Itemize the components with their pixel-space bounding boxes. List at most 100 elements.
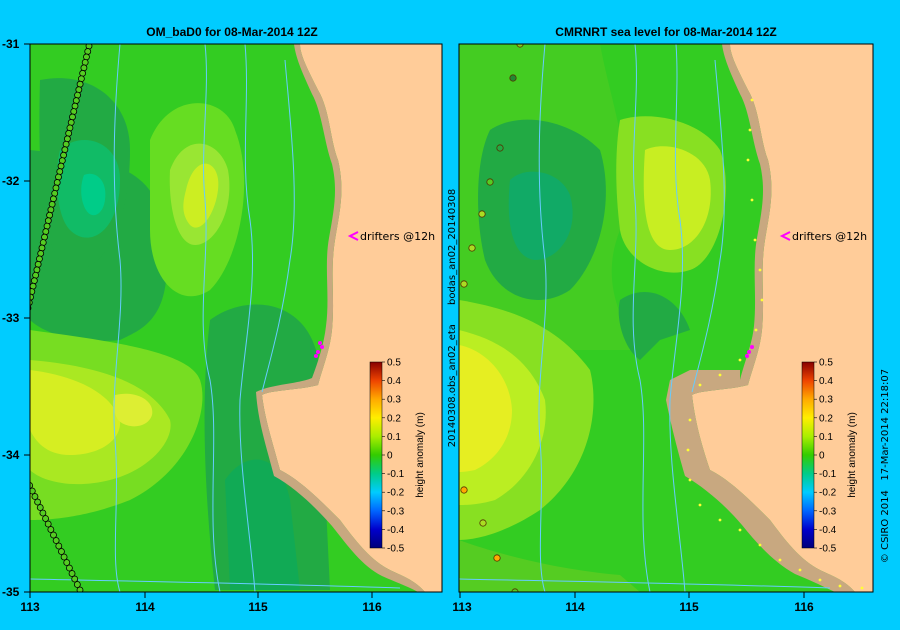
x-tick-label: 115	[679, 600, 699, 614]
track-point	[36, 255, 43, 263]
observation-point	[478, 210, 486, 218]
coastal-observation-point	[838, 584, 842, 588]
right-drifter-arrow	[779, 231, 791, 241]
coastal-observation-point	[750, 198, 754, 202]
observation-point	[509, 74, 517, 82]
observation-point	[460, 486, 468, 494]
colorbar-tick-label: 0.4	[819, 376, 833, 387]
right-drifter-marker	[750, 345, 754, 349]
track-point	[60, 151, 67, 159]
left-bathymetry-contour	[261, 59, 295, 393]
y-tick-label: -31	[2, 37, 20, 51]
right-map	[459, 44, 873, 592]
left-y-axis: -31 -32 -33 -34 -35	[2, 37, 30, 599]
colorbar-tick-label: -0.2	[819, 488, 837, 499]
y-tick-label: -34	[2, 448, 20, 462]
track-point	[81, 58, 89, 66]
coastal-observation-point	[758, 543, 762, 547]
right-land	[692, 44, 873, 592]
left-map	[30, 44, 442, 592]
left-drifter-marker	[314, 354, 318, 358]
colorbar-tick-label: -0.5	[819, 544, 837, 555]
track-point	[36, 504, 44, 511]
copyright-footer: © CSIRO 2014 17-Mar-2014 22:18:07	[880, 369, 891, 563]
left-drifter-arrow	[347, 231, 359, 241]
colorbar-tick-label: -0.1	[819, 469, 837, 480]
track-point	[30, 277, 38, 285]
track-point	[57, 162, 65, 170]
coastal-observation-point	[686, 448, 690, 452]
colorbar-tick-label: 0.4	[387, 376, 401, 387]
colorbar-tick-label: 0.5	[819, 358, 833, 369]
track-point	[47, 206, 55, 214]
colorbar-tick-label: 0	[387, 451, 393, 462]
left-colorbar-scale	[369, 361, 383, 549]
track-point	[30, 478, 31, 482]
coastal-observation-point	[750, 98, 754, 102]
left-anomaly-negative	[225, 459, 300, 590]
track-point	[43, 222, 51, 230]
track-point	[66, 564, 73, 572]
track-point	[48, 200, 56, 208]
track-point	[33, 266, 41, 274]
left-drifter-marker	[316, 350, 320, 354]
colorbar-tick-label: 0.3	[387, 395, 401, 406]
track-point	[30, 293, 34, 301]
track-point	[80, 64, 88, 72]
track-point	[50, 195, 57, 203]
coastal-observation-point	[860, 586, 864, 590]
coastal-observation-point	[718, 518, 722, 522]
track-point	[55, 542, 63, 550]
right-bathymetry-contour	[632, 44, 651, 592]
track-point	[58, 157, 66, 165]
coastal-observation-point	[753, 238, 757, 242]
left-altimeter-track	[30, 44, 93, 592]
coastal-observation-point	[698, 503, 702, 507]
track-point	[58, 548, 65, 555]
track-point	[41, 233, 48, 241]
track-point	[76, 586, 84, 592]
left-land	[262, 44, 442, 592]
left-drifter-label: drifters @12h	[360, 230, 435, 243]
track-point	[73, 581, 81, 588]
track-point	[55, 173, 62, 181]
colorbar-tick-label: -0.1	[387, 469, 405, 480]
right-colorbar-label: height anomaly (m)	[847, 412, 858, 498]
left-drifter-marker	[320, 345, 324, 349]
observation-point	[493, 554, 501, 562]
track-point	[75, 86, 83, 94]
right-colorbar: 0.5 0.4 0.3 0.2 0.1 0 -0.1 -0.2 -0.3 -0.4 -0.5 hei…	[801, 358, 858, 555]
colorbar-tick-label: 0.1	[819, 432, 833, 443]
left-anomaly-max	[113, 393, 153, 427]
coastal-observation-point	[758, 268, 762, 272]
track-point	[39, 239, 47, 246]
colorbar-tick-label: 0.5	[387, 358, 401, 369]
left-bathymetry-contour	[202, 44, 221, 592]
left-drifter-marker	[318, 341, 322, 345]
x-tick-label: 113	[20, 600, 40, 614]
colorbar-tick-label: -0.2	[387, 488, 405, 499]
left-x-axis: 113 114 115 116	[20, 592, 382, 614]
x-tick-label: 113	[452, 600, 472, 614]
right-x-axis: 113 114 115 116	[452, 592, 814, 614]
track-point	[53, 179, 61, 186]
colorbar-tick-label: 0	[819, 451, 825, 462]
left-estuary	[312, 178, 330, 200]
y-tick-label: -32	[2, 174, 20, 188]
left-chart-title: OM_baD0 for 08-Mar-2014 12Z	[146, 25, 317, 39]
coastal-observation-point	[698, 383, 702, 387]
track-point	[30, 482, 34, 489]
observation-point	[516, 44, 524, 48]
right-bathymetry-contour	[538, 44, 547, 592]
coastal-observation-point	[760, 298, 764, 302]
coastal-observation-point	[778, 558, 782, 562]
y-tick-label: -33	[2, 311, 20, 325]
track-point	[37, 250, 45, 257]
right-drifter-label: drifters @12h	[792, 230, 867, 243]
x-tick-label: 115	[248, 600, 268, 614]
left-colorbar-label: height anomaly (m)	[415, 412, 426, 498]
colorbar-tick-label: 0.2	[819, 413, 833, 424]
right-anomaly-negative	[618, 291, 690, 360]
right-drifter-marker	[747, 350, 751, 354]
